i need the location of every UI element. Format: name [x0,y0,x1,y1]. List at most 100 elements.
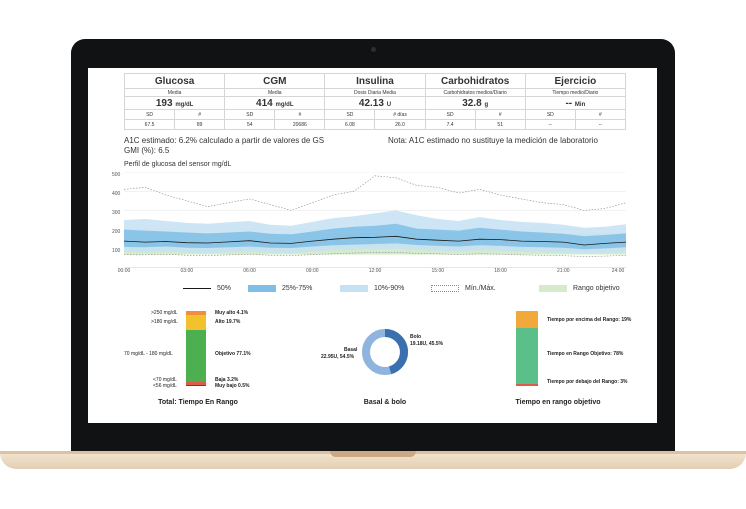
ejercicio-label: Tiempo medio/Diario [524,88,627,97]
tir-right-low: Baja 3.2% [215,377,239,383]
legend-minmax: Mín./Máx. [431,283,496,293]
camera-icon [371,47,376,52]
insulina-unit: U [386,101,392,108]
tir-very-low-segment [186,384,206,386]
glucosa-n: 89 [174,119,226,130]
glucosa-label: Media [123,88,226,97]
tir-in-range-segment [186,329,206,383]
band-25-75 [124,223,626,250]
target-in-segment [516,327,538,384]
glucosa-unit: mg/dL [175,101,194,108]
x-tick-6: 18:00 [494,268,507,274]
x-tick-8: 24:00 [611,268,625,274]
insulina-n: 26.0 [374,119,426,130]
carbohidratos-sd: 7.4 [424,119,476,130]
a1c-note: A1C estimado: 6.2% calculado a partir de… [124,136,325,145]
laptop-base [0,451,746,469]
insulina-label: Dosis Diaria Media [324,88,426,97]
bolo-label: Bolo [410,334,422,340]
target-above-segment [516,311,538,328]
carbohidratos-value-cell: 32.8 g [424,96,526,110]
tir-title: Total: Tiempo En Rango [158,399,238,406]
legend-target-swatch [539,284,567,292]
x-tick-1: 03:00 [180,268,194,274]
cgm-label: Media [224,88,326,97]
y-tick-400: 400 [112,191,121,197]
carbohidratos-label: Carbohidratos medios/Diario [424,88,526,97]
bolo-ring [362,329,408,375]
cgm-value-cell: 414 mg/dL [224,96,326,110]
ejercicio-sd: -- [524,119,576,130]
carbohidratos-unit: g [484,101,489,108]
cgm-n: 20686 [274,119,326,130]
basal-bolo-donut [362,329,408,375]
legend-median-label: 50% [217,284,232,292]
tir-high-segment [186,315,206,330]
basal-bolo-title: Basal & bolo [363,399,407,406]
tir-right-very-high: Muy alto 4.1% [215,310,249,316]
target-title: Tiempo en rango objetivo [515,399,601,406]
ejercicio-n-label: # [574,109,627,120]
legend-iqr-label: 25%-75% [282,284,313,292]
tir-right-in-range: Objetivo 77.1% [215,351,251,357]
legend-decile: 10%-90% [340,283,404,293]
cgm-sd: 54 [224,119,276,130]
legend-target-label: Rango objetivo [573,284,620,292]
x-tick-7: 21:00 [556,268,570,274]
insulina-title: Insulina [324,73,426,89]
insulina-n-label: # días [374,109,426,120]
ejercicio-value: -- [565,97,573,109]
y-tick-500: 500 [112,172,121,178]
ejercicio-title: Ejercicio [524,73,627,89]
legend-iqr-swatch [248,284,276,292]
ejercicio-n: -- [574,119,627,130]
target-below-label: Tiempo por debajo del Rango: 3% [547,379,628,385]
legend-decile-label: 10%-90% [374,284,405,292]
basal-label: Basal [344,347,358,353]
legend-median: 50% [183,283,231,293]
tir-left-in-range: 70 mg/dL - 180 mg/dL [124,351,173,357]
x-tick-3: 09:00 [305,268,319,274]
bolo-value: 19.18U, 45.5% [410,341,444,347]
target-in-label: Tiempo en Rango Objetivo: 78% [547,351,624,357]
cgm-n-label: # [274,109,326,120]
legend-decile-swatch [340,284,368,292]
legend-median-swatch [183,287,211,289]
target-above-label: Tiempo por encima del Rango: 19% [547,317,632,323]
report-screen: Glucosa CGM Insulina Carbohidratos Ejerc… [88,68,657,423]
x-tick-5: 15:00 [431,268,445,274]
glucosa-sd: 67.5 [123,119,176,130]
legend-iqr: 25%-75% [248,283,312,293]
lab-disclaimer: Nota: A1C estimado no sustituye la medic… [388,136,598,145]
profile-title: Perfil de glucosa del sensor mg/dL [124,161,232,168]
glucosa-sd-label: SD [123,109,176,120]
tir-bar [186,311,206,386]
glucosa-title: Glucosa [123,73,226,89]
cgm-sd-label: SD [224,109,276,120]
glucosa-value: 193 [155,97,173,109]
carbohidratos-value: 32.8 [462,97,482,109]
y-tick-100: 100 [112,248,121,254]
max-line [124,175,626,211]
insulina-sd: 6.08 [324,119,376,130]
insulina-value: 42.13 [358,97,384,109]
ejercicio-sd-label: SD [524,109,576,120]
summary-table: Glucosa CGM Insulina Carbohidratos Ejerc… [123,73,627,130]
x-tick-0: 00:00 [117,268,131,274]
tir-left-very-high: >250 mg/dL [151,310,178,316]
cgm-unit: mg/dL [275,101,294,108]
glucose-profile-chart [124,172,626,268]
carbohidratos-title: Carbohidratos [424,73,526,89]
x-tick-4: 12:00 [368,268,382,274]
x-tick-2: 06:00 [243,268,256,274]
tir-right-high: Alto 19.7% [215,319,241,325]
insulina-value-cell: 42.13 U [324,96,426,110]
carbohidratos-n: 51 [474,119,526,130]
laptop-notch [330,451,416,457]
insulina-sd-label: SD [324,109,376,120]
y-tick-300: 300 [112,210,121,216]
cgm-title: CGM [224,73,326,89]
ejercicio-unit: Min [574,101,586,108]
cgm-value: 414 [256,97,273,109]
target-below-segment [516,383,538,386]
